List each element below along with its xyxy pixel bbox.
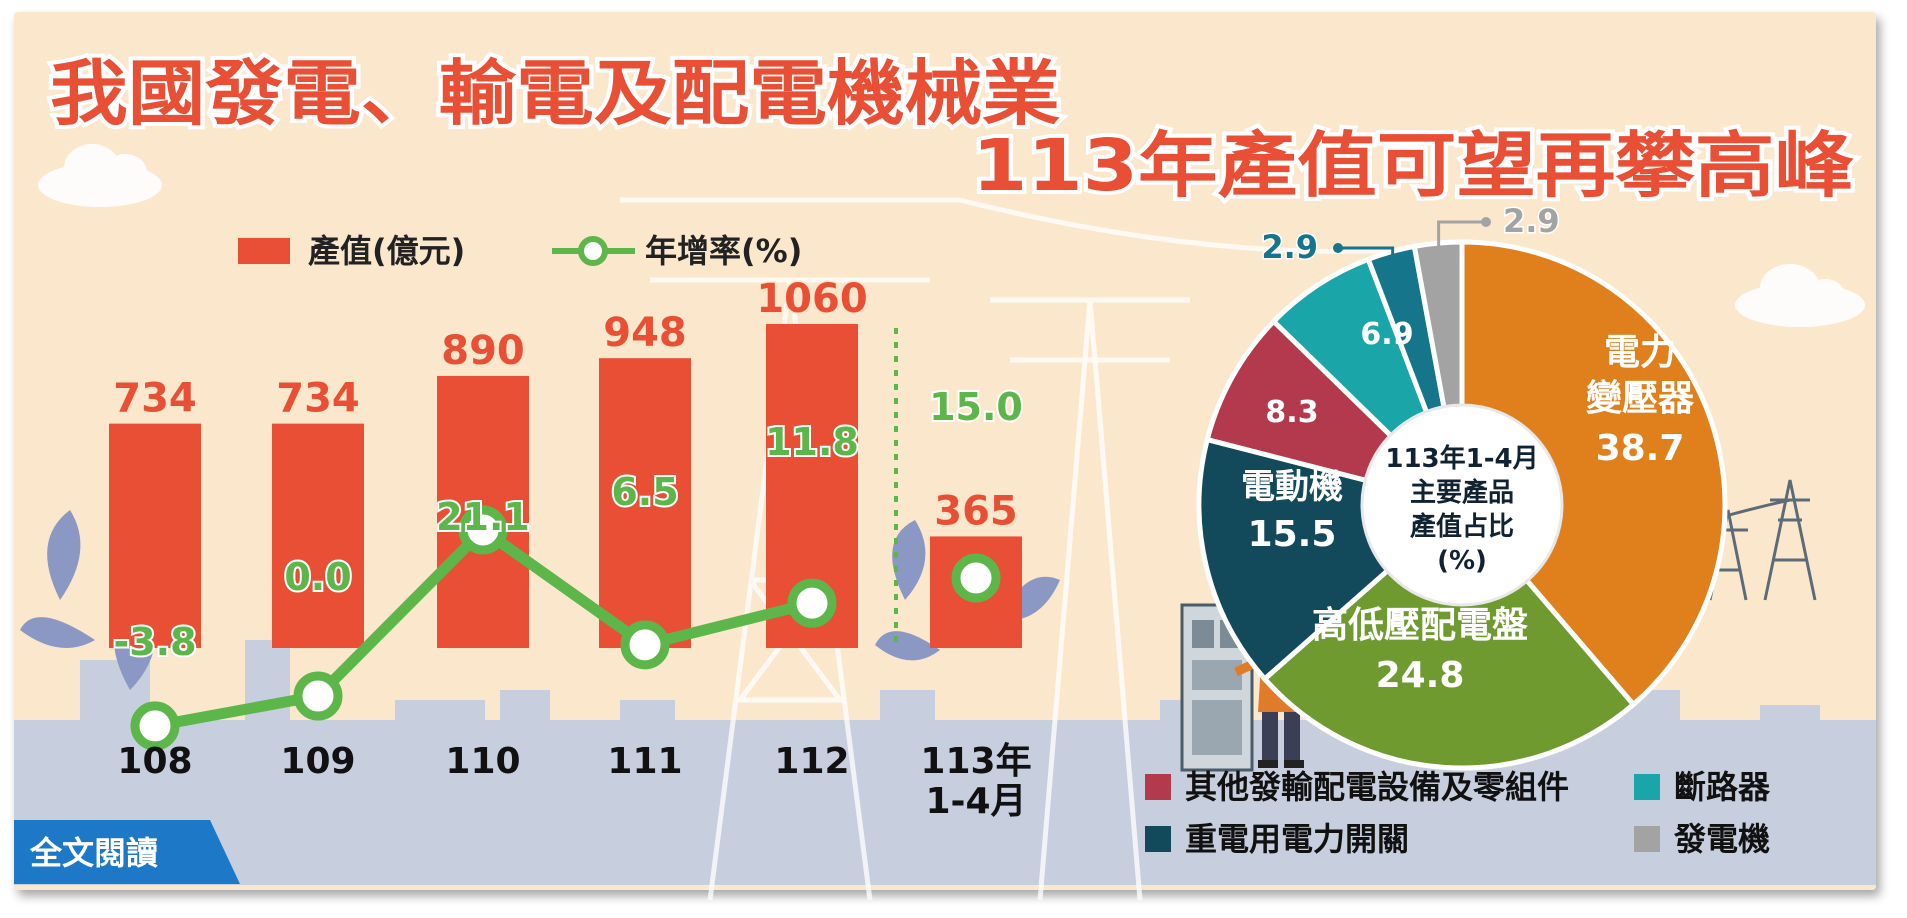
callout-dot <box>1481 217 1491 227</box>
callout-dot <box>1333 243 1343 253</box>
growth-value-label: 6.5 <box>611 470 678 514</box>
callout-line <box>1437 220 1486 250</box>
pie-value-label: 2.9 <box>1261 228 1318 266</box>
growth-marker <box>458 505 508 555</box>
growth-value-label: 0.0 <box>284 555 351 599</box>
bar <box>109 423 201 648</box>
pie-value-label: 6.9 <box>1360 317 1413 352</box>
pie-slice-name: 電力 <box>1604 332 1676 373</box>
pie-slice-name: 變壓器 <box>1586 378 1695 419</box>
growth-value-label: 21.1 <box>436 495 530 539</box>
pie-slice <box>1261 501 1637 771</box>
pie-center-label: 主要產品 <box>1410 477 1514 508</box>
cloud-icon <box>38 144 1865 327</box>
bar <box>599 358 691 648</box>
pie-slice <box>1459 239 1728 708</box>
pie-value-label: 8.3 <box>1265 395 1318 430</box>
pie-value-label: 15.5 <box>1248 514 1337 555</box>
pie-slice-name: 電動機 <box>1241 467 1343 507</box>
pie-slice-name: 高低壓配電盤 <box>1312 605 1528 646</box>
pie-center-label: 產值占比 <box>1410 511 1514 542</box>
callout-line <box>1338 246 1395 258</box>
legend-bar-swatch <box>238 238 290 264</box>
bar-value-label: 734 <box>113 376 197 422</box>
category-label: 1-4月 <box>925 781 1026 822</box>
growth-marker <box>130 701 180 751</box>
category-label: 112 <box>774 741 849 782</box>
growth-value-label: 11.8 <box>765 420 859 464</box>
legend-line-label: 年增率(%) <box>645 232 802 270</box>
legend-swatch <box>1145 774 1171 800</box>
pie-center <box>1360 403 1564 607</box>
combo-chart: 734 734 890 948 1060 365 -3.8 0.0 21.1 6.5 11.8 15.… <box>109 274 1032 822</box>
read-full-text-label: 全文閱讀 <box>29 834 158 872</box>
read-full-text-button[interactable]: 全文閱讀 <box>14 820 240 884</box>
legend-item-label: 斷路器 <box>1674 768 1771 806</box>
legend-swatch <box>1145 826 1171 852</box>
growth-value-label: -3.8 <box>113 620 196 664</box>
legend-item-label: 發電機 <box>1673 820 1770 858</box>
category-label: 108 <box>117 741 192 782</box>
category-label: 111 <box>607 741 682 782</box>
growth-marker <box>620 620 670 670</box>
title-line-1: 我國發電、輸電及配電機械業 <box>50 52 1060 135</box>
bar <box>272 423 364 648</box>
bar-value-label: 365 <box>934 488 1018 534</box>
bar-value-label: 948 <box>603 310 687 356</box>
legend-swatch <box>1634 774 1660 800</box>
power-tower-icon <box>620 197 1401 901</box>
category-label: 109 <box>280 741 355 782</box>
pie-value-label: 2.9 <box>1503 202 1560 240</box>
legend-item-label: 其他發輸配電設備及零組件 <box>1185 768 1569 806</box>
category-label: 113年 <box>920 741 1031 782</box>
bar-value-label: 1060 <box>756 276 867 322</box>
legend-bar-label: 產值(億元) <box>308 232 465 270</box>
growth-marker <box>293 671 343 721</box>
pie-value-label: 24.8 <box>1376 655 1465 696</box>
pie-value-label: 38.7 <box>1596 428 1685 469</box>
growth-value-label: 15.0 <box>929 385 1023 429</box>
legend-item-label: 重電用電力開關 <box>1185 820 1409 858</box>
category-label: 110 <box>445 741 520 782</box>
bar-value-label: 734 <box>276 376 360 422</box>
legend-line-marker <box>578 236 608 266</box>
growth-marker <box>787 578 837 628</box>
chart-legend: 產值(億元) 年增率(%) <box>238 232 802 270</box>
pie-center-label: 113年1-4月 <box>1385 443 1538 474</box>
title-line-2: 113年產值可望再攀高峰 <box>972 124 1854 207</box>
pie-center-label: (%) <box>1437 546 1487 576</box>
growth-marker <box>951 553 1001 603</box>
bar-value-label: 890 <box>441 328 525 374</box>
legend-swatch <box>1634 826 1660 852</box>
